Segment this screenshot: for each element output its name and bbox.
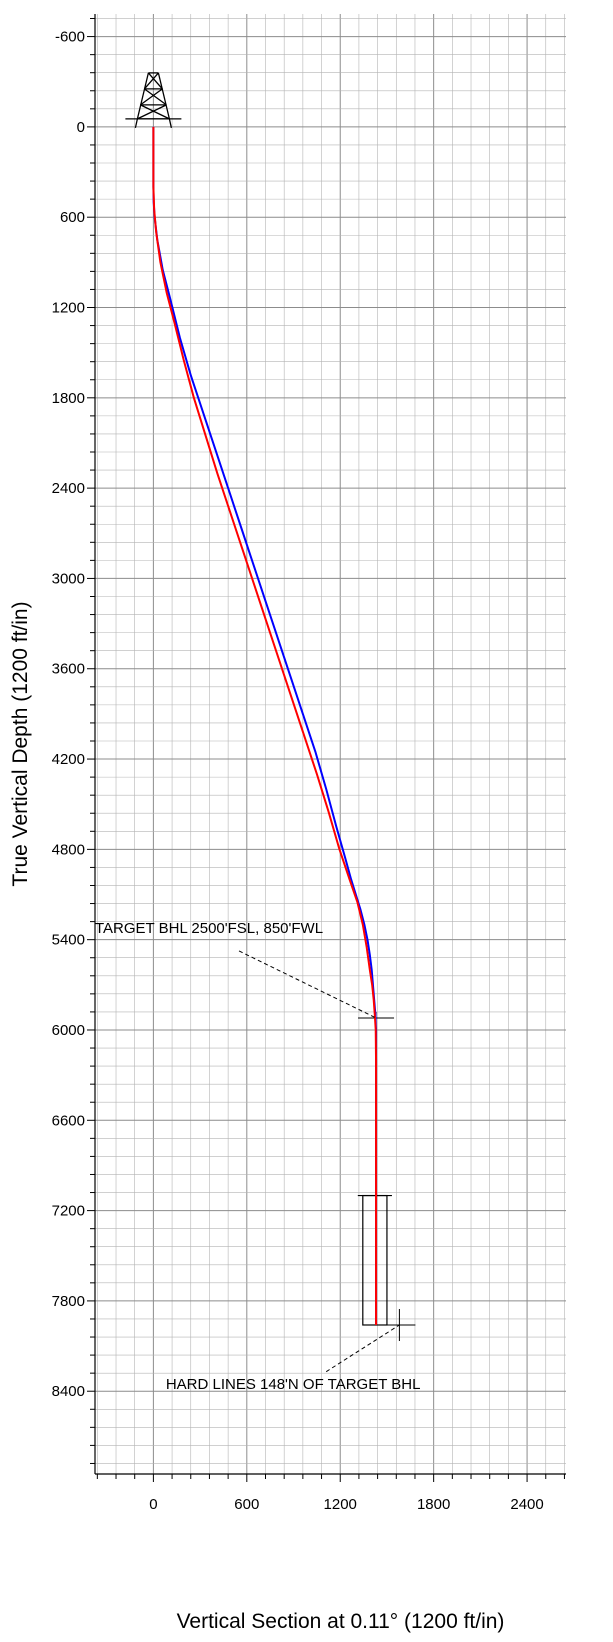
y-tick-label: 1200: [52, 300, 85, 317]
rig-strut: [144, 88, 167, 106]
annotations: TARGET BHL 2500'FSL, 850'FWL HARD LINES 1…: [95, 920, 420, 1393]
y-tick-label: -600: [55, 29, 85, 46]
series-line-blue: [152, 126, 378, 1325]
rig-strut: [140, 104, 170, 120]
x-tick-labels: 0 600 1200 1800 2400: [149, 1496, 544, 1513]
x-tick-label: 2400: [510, 1496, 543, 1513]
grid: [95, 14, 566, 1474]
hard-lines-label: HARD LINES 148'N OF TARGET BHL: [166, 1376, 421, 1393]
annotation-shapes: [357, 1011, 416, 1341]
x-tick-label: 1800: [417, 1496, 450, 1513]
y-tick-label: 5400: [52, 932, 85, 949]
y-tick-label: 7200: [52, 1203, 85, 1220]
y-tick-label: 4800: [52, 841, 85, 858]
y-tick-label: 8400: [52, 1383, 85, 1400]
y-tick-label: 600: [60, 209, 85, 226]
x-tick-label: 1200: [324, 1496, 357, 1513]
y-tick-label: 2400: [52, 480, 85, 497]
y-tick-labels: -600 0 600 1200 1800 2400 3000 3600 4200 4800 5400…: [52, 29, 85, 1401]
series-line-red: [152, 126, 378, 1325]
rig-strut: [168, 118, 173, 129]
series-lines: [152, 126, 378, 1325]
x-axis-title: Vertical Section at 0.11° (1200 ft/in): [177, 1610, 505, 1633]
y-tick-label: 7800: [52, 1293, 85, 1310]
x-tick-label: 0: [149, 1496, 157, 1513]
rig-icon: [125, 72, 182, 129]
rig-strut: [147, 72, 163, 90]
y-tick-label: 6000: [52, 1022, 85, 1039]
rig-strut: [134, 118, 139, 129]
y-tick-label: 4200: [52, 751, 85, 768]
rig-strut: [136, 72, 150, 120]
y-tick-label: 3000: [52, 570, 85, 587]
x-tick-label: 600: [234, 1496, 259, 1513]
axis-ticks: [87, 18, 565, 1482]
y-tick-label: 0: [77, 119, 85, 136]
y-tick-label: 6600: [52, 1112, 85, 1129]
target-bhl-label: TARGET BHL 2500'FSL, 850'FWL: [95, 920, 323, 937]
rig-strut: [157, 72, 171, 120]
rig-strut: [137, 104, 167, 120]
leader-line: [238, 950, 377, 1019]
plot-frame: [94, 14, 566, 1475]
rig-strut: [143, 72, 159, 90]
rig-strut: [140, 88, 163, 106]
y-tick-label: 3600: [52, 661, 85, 678]
leader-line: [325, 1324, 400, 1373]
y-tick-label: 1800: [52, 390, 85, 407]
hard-lines-box: [362, 1194, 388, 1326]
y-axis-title: True Vertical Depth (1200 ft/in): [9, 601, 32, 886]
